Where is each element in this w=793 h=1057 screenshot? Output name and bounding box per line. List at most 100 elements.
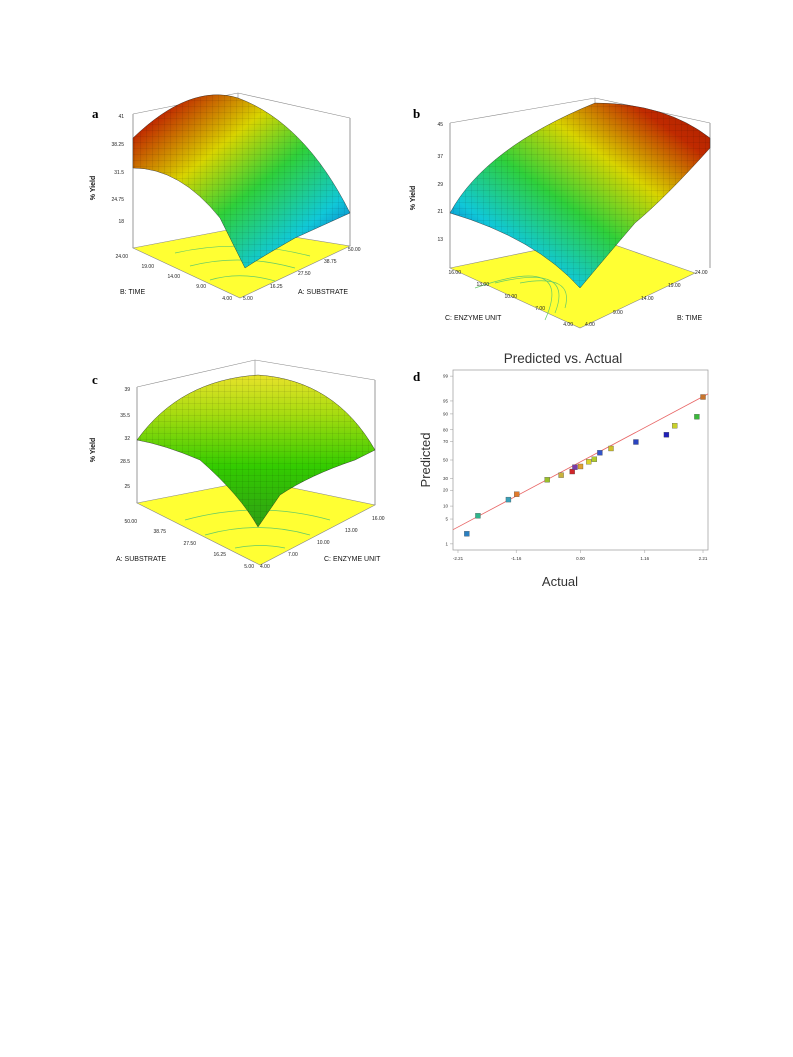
surface-plot-b: 45 37 29 21 13 % Yield 16.00 13.00 10.00…	[410, 97, 711, 329]
z-axis-label: % Yield	[410, 186, 417, 211]
data-point	[700, 394, 706, 400]
y-tick: 50.00	[124, 519, 137, 525]
x-axis-label: Actual	[542, 574, 578, 589]
surface-plot-a: 41 38.25 31.5 24.75 18 % Yield 24.00 19.…	[90, 92, 361, 302]
data-point	[586, 459, 592, 465]
y-tick: 14.00	[167, 274, 180, 280]
scatter-panel-d: d Predicted vs. Actual Predicted Actual …	[405, 350, 720, 590]
x-axis-label: C: ENZYME UNIT	[324, 556, 381, 563]
data-point	[633, 439, 639, 445]
z-tick: 41	[118, 114, 124, 120]
data-point	[572, 464, 578, 470]
y-tick-label: 99	[443, 374, 449, 379]
z-tick: 35.5	[120, 413, 130, 419]
y-tick: 4.00	[222, 296, 232, 302]
data-point	[514, 491, 520, 497]
y-tick-label: 5	[445, 517, 448, 522]
y-tick: 7.00	[535, 306, 545, 312]
data-point	[608, 445, 614, 452]
y-tick: 16.00	[448, 270, 461, 276]
y-tick: 16.25	[213, 552, 226, 558]
fit-line	[452, 393, 709, 531]
z-tick: 45	[437, 122, 443, 128]
predicted-vs-actual-plot: Predicted vs. Actual Predicted Actual 1 5…	[418, 351, 709, 589]
z-tick: 24.75	[111, 197, 124, 203]
panel-label-d: d	[413, 369, 421, 384]
x-tick: 16.25	[270, 284, 283, 290]
z-tick: 38.25	[111, 142, 124, 148]
surface-panel-a: a 41 38.25	[80, 88, 380, 313]
x-tick: 9.00	[613, 310, 623, 316]
y-axis-label: C: ENZYME UNIT	[445, 315, 502, 322]
y-tick: 38.75	[153, 529, 166, 535]
x-tick-label: 0.00	[576, 556, 585, 561]
y-tick-label: 80	[443, 427, 449, 432]
z-tick: 37	[437, 154, 443, 160]
x-tick: 14.00	[641, 296, 654, 302]
y-tick: 9.00	[196, 284, 206, 290]
chart-title: Predicted vs. Actual	[504, 351, 623, 366]
z-tick: 25	[124, 484, 130, 490]
x-tick-label: 1.16	[640, 556, 649, 561]
plot-frame	[452, 369, 709, 551]
y-tick-label: 30	[443, 476, 449, 481]
x-tick-label: 2.21	[699, 556, 708, 561]
x-tick: 10.00	[317, 540, 330, 546]
y-axis-label: Predicted	[418, 433, 433, 488]
y-tick-label: 20	[443, 488, 449, 493]
y-axis-label: B: TIME	[120, 289, 145, 296]
z-tick: 21	[437, 209, 443, 215]
surface-panel-b: b 45 37 29 21 13 % Yield 16.00 1	[405, 88, 735, 333]
x-tick: 27.50	[298, 271, 311, 277]
x-tick: 5.00	[243, 296, 253, 302]
z-tick: 39	[124, 387, 130, 393]
x-tick: 7.00	[288, 552, 298, 558]
surface-panel-c: c 39 35.5 32 28.5 25 % Yield 50.00 38.75…	[80, 355, 400, 580]
z-tick: 18	[118, 219, 124, 225]
x-tick-label: -1.16	[511, 556, 522, 561]
y-tick: 13.00	[476, 282, 489, 288]
data-point	[577, 463, 584, 470]
y-tick-label: 95	[443, 398, 449, 403]
x-tick: 13.00	[345, 528, 358, 534]
panel-label-a: a	[92, 106, 99, 121]
data-point	[464, 531, 470, 537]
data-point	[672, 423, 678, 429]
data-point	[694, 414, 700, 420]
data-point	[558, 472, 564, 478]
x-tick-label: -2.21	[453, 556, 464, 561]
y-tick: 19.00	[141, 264, 154, 270]
panel-label-c: c	[92, 372, 98, 387]
z-tick: 31.5	[114, 170, 124, 176]
data-point	[591, 456, 598, 462]
data-point	[505, 496, 512, 503]
y-tick-label: 70	[443, 439, 449, 444]
y-tick-label: 10	[443, 504, 449, 509]
x-tick: 50.00	[348, 247, 361, 253]
x-tick: 4.00	[260, 564, 270, 570]
data-point	[663, 432, 670, 438]
x-axis-label: B: TIME	[677, 315, 702, 322]
y-tick-label: 90	[443, 411, 449, 416]
z-tick: 32	[124, 436, 130, 442]
surface-plot-c: 39 35.5 32 28.5 25 % Yield 50.00 38.75 2…	[90, 359, 385, 570]
x-tick: 4.00	[585, 322, 595, 328]
data-point	[475, 513, 481, 519]
y-tick: 5.00	[244, 564, 254, 570]
y-tick-label: 1	[445, 541, 448, 546]
panel-label-b: b	[413, 106, 421, 121]
z-tick: 28.5	[120, 459, 130, 465]
z-axis-label: % Yield	[90, 438, 97, 463]
data-point	[597, 450, 603, 456]
y-tick-label: 50	[443, 458, 449, 463]
x-axis-label: A: SUBSTRATE	[298, 289, 348, 296]
floor-plane-a	[132, 227, 352, 299]
x-tick: 38.75	[324, 259, 337, 265]
x-tick: 19.00	[668, 283, 681, 289]
y-tick: 27.50	[183, 541, 196, 547]
x-tick: 24.00	[695, 270, 708, 276]
z-tick: 29	[437, 182, 443, 188]
data-point	[569, 468, 575, 475]
z-tick: 13	[437, 237, 443, 243]
y-axis-label: A: SUBSTRATE	[116, 556, 166, 563]
